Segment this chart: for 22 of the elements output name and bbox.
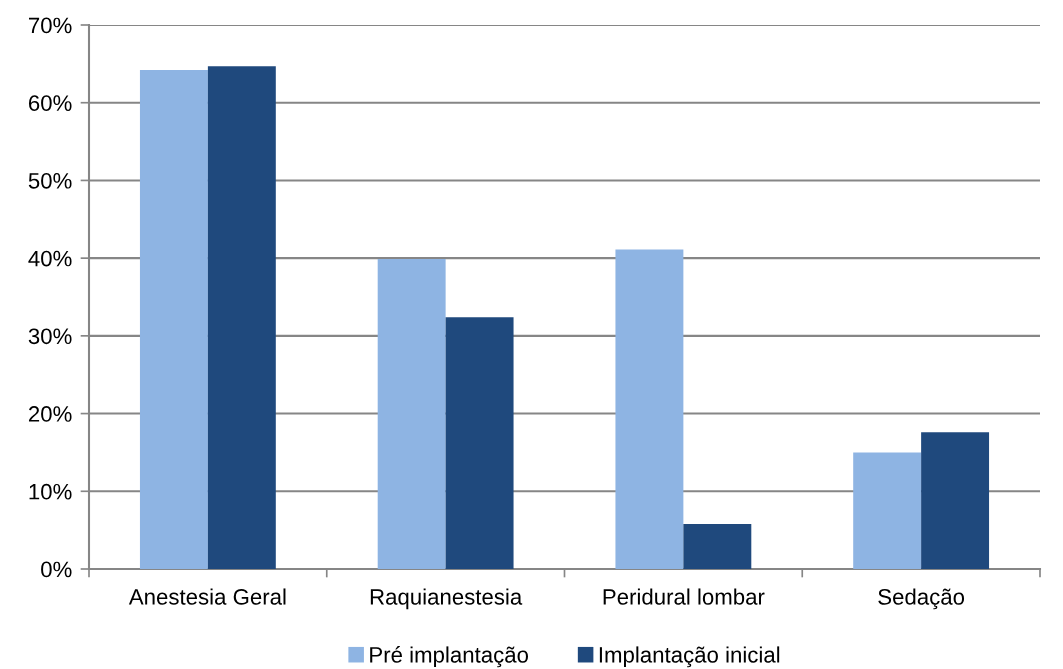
bar xyxy=(445,317,514,569)
x-tick-label: Anestesia Geral xyxy=(128,588,286,605)
y-tick-label: 10% xyxy=(29,483,72,500)
y-tick-label: 70% xyxy=(29,17,72,34)
bar xyxy=(615,249,684,569)
x-tick-label: Raquianestesia xyxy=(370,588,523,610)
x-tick-label: Peridural lombar xyxy=(603,588,765,605)
bar xyxy=(683,523,752,569)
y-tick-label: 40% xyxy=(28,250,72,267)
y-tick-label: 30% xyxy=(28,328,72,345)
y-tick-label: 50% xyxy=(28,172,72,189)
legend-label: Pré implantação xyxy=(370,646,529,668)
bar xyxy=(853,452,922,569)
bar xyxy=(377,258,446,569)
y-tick-label: 20% xyxy=(28,406,72,422)
y-tick-label: 0% xyxy=(41,561,72,578)
x-tick-label: Sedação xyxy=(878,588,965,610)
y-tick-label: 60% xyxy=(28,95,72,111)
bar xyxy=(207,66,276,569)
legend-label: Implantação inicial xyxy=(599,646,780,668)
bar xyxy=(139,70,208,569)
bar xyxy=(921,432,990,569)
